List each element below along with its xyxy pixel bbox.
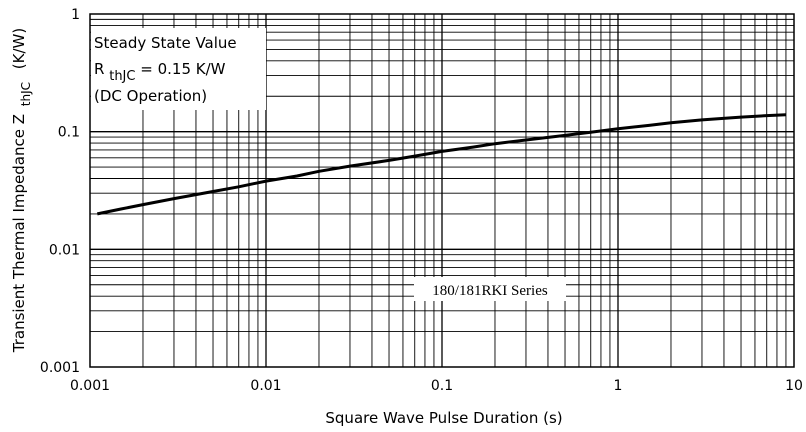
y-axis-label: Transient Thermal Impedance Z thJC (K/W) <box>10 28 34 354</box>
plot-frame <box>89 13 795 368</box>
y-tick-label: 0.001 <box>40 360 80 376</box>
annotation-r-value: = 0.15 K/W <box>140 60 225 78</box>
annotation-r: R <box>94 60 104 78</box>
x-axis-label: Square Wave Pulse Duration (s) <box>325 409 562 427</box>
series-label-group: 180/181RKI Series <box>414 277 566 301</box>
y-tick-labels: 0.001 0.01 0.1 1 <box>40 7 80 376</box>
y-axis-label-unit: (K/W) <box>10 28 28 69</box>
series-line <box>96 113 786 216</box>
steady-state-annotation: Steady State Value R thJC = 0.15 K/W (DC… <box>91 28 266 110</box>
x-tick-label: 0.001 <box>70 378 110 394</box>
y-axis-label-sub: thJC <box>19 82 33 106</box>
annotation-r-sub: thJC <box>109 69 135 84</box>
series-label: 180/181RKI Series <box>432 283 548 299</box>
series-label-box <box>414 277 566 301</box>
annotation-box <box>91 28 266 110</box>
x-tick-label: 0.1 <box>431 378 453 394</box>
x-tick-label: 10 <box>785 378 803 394</box>
y-tick-label: 0.1 <box>58 125 80 141</box>
annotation-line2: R thJC = 0.15 K/W <box>94 60 226 84</box>
y-tick-label: 1 <box>71 7 80 23</box>
x-tick-label: 0.01 <box>250 378 281 394</box>
annotation-line1: Steady State Value <box>94 34 237 52</box>
y-axis-label-main: Transient Thermal Impedance Z <box>10 114 28 353</box>
x-tick-labels: 0.001 0.01 0.1 1 10 <box>70 378 803 394</box>
annotation-line3: (DC Operation) <box>94 87 207 105</box>
y-tick-label: 0.01 <box>49 242 80 258</box>
x-tick-label: 1 <box>614 378 623 394</box>
